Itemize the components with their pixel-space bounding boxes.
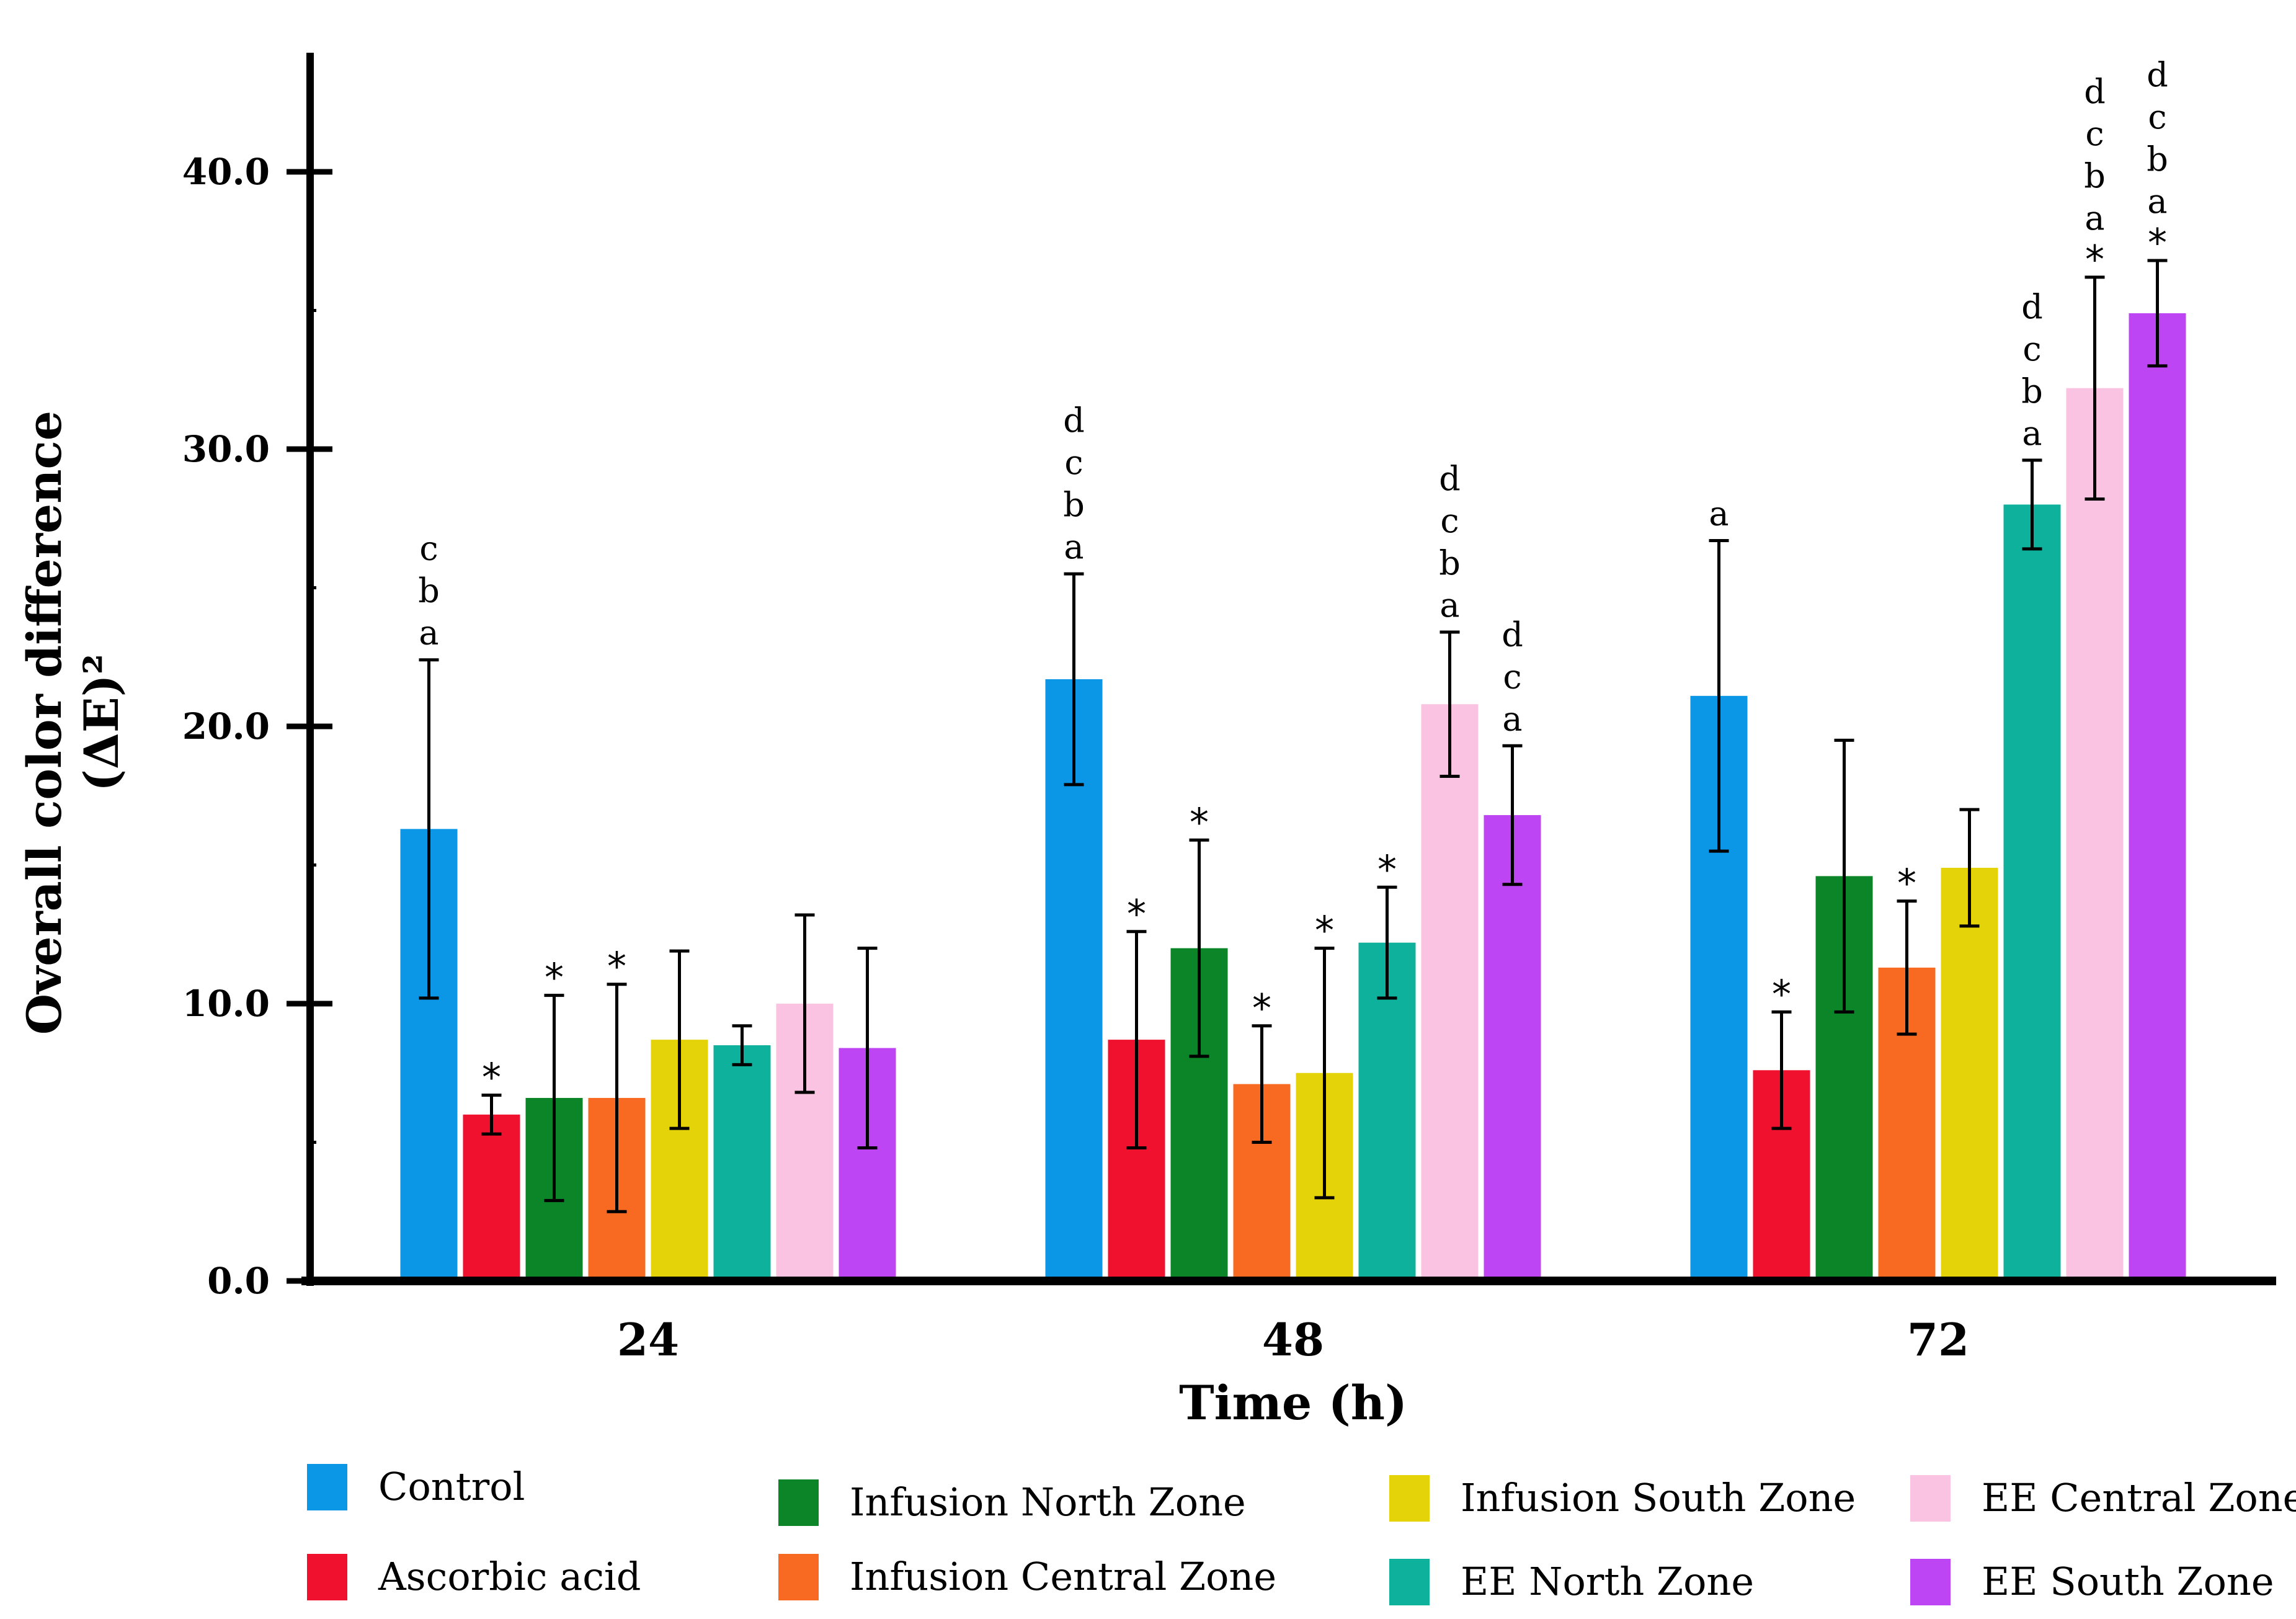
significance-letter: a <box>2085 198 2104 238</box>
significance-letter: a <box>1439 586 1459 625</box>
significance-letter: b <box>2147 140 2168 179</box>
legend-swatch-infusion-south-zone <box>1389 1475 1430 1522</box>
bar-infusion-south-zone-72 <box>1941 867 1998 1281</box>
y-axis-title-line1: Overall color difference <box>17 411 72 1035</box>
significance-letter: b <box>2021 372 2043 411</box>
significance-letter: a <box>1064 527 1083 566</box>
legend-label: EE South Zone <box>1982 1559 2274 1604</box>
x-tick-label: 48 <box>1262 1313 1324 1366</box>
y-tick-label: 40.0 <box>182 151 270 193</box>
bar-ee-central-zone-72 <box>2066 388 2124 1282</box>
legend-label: Infusion North Zone <box>850 1479 1246 1525</box>
y-axis-title-line2: (ΔE)² <box>74 654 129 792</box>
significance-letter: c <box>1503 657 1521 696</box>
significance-letter: c <box>2085 114 2104 153</box>
significance-letter: d <box>1502 615 1523 654</box>
significance-letter: a <box>1709 494 1729 533</box>
bar-ee-south-zone-48 <box>1484 815 1541 1281</box>
significance-letter: d <box>2084 72 2106 111</box>
significance-star: * <box>1190 800 1209 845</box>
significance-star: * <box>1897 861 1916 906</box>
significance-letter: a <box>419 613 438 653</box>
significance-star: * <box>545 955 564 1001</box>
significance-letter: b <box>1439 543 1461 582</box>
bar-ee-north-zone-24 <box>713 1045 771 1281</box>
y-axis-title: Overall color difference (ΔE)² <box>17 411 129 1035</box>
bar-ee-north-zone-72 <box>2003 504 2061 1281</box>
significance-letter: d <box>2147 55 2168 94</box>
legend-swatch-ee-south-zone <box>1910 1559 1951 1605</box>
significance-letter: c <box>2148 97 2166 136</box>
legend-swatch-infusion-north-zone <box>778 1479 819 1526</box>
significance-star: * <box>482 1055 501 1100</box>
significance-letter: a <box>2022 414 2042 453</box>
legend-swatch-ascorbic-acid <box>307 1554 347 1600</box>
significance-letter: b <box>2084 156 2106 195</box>
significance-letter: d <box>1063 401 1085 440</box>
significance-letter: b <box>1063 485 1085 524</box>
significance-letter: d <box>2021 287 2043 326</box>
significance-star: * <box>607 944 626 989</box>
significance-letter: c <box>1064 443 1083 482</box>
y-tick-label: 10.0 <box>182 983 270 1025</box>
bar-ee-central-zone-48 <box>1421 704 1479 1281</box>
significance-letter: c <box>1440 501 1459 540</box>
legend-swatch-ee-north-zone <box>1389 1559 1430 1605</box>
x-tick-label: 72 <box>1907 1313 1969 1366</box>
significance-star: * <box>1315 908 1334 953</box>
legend-swatch-ee-central-zone <box>1910 1475 1951 1522</box>
bar-ee-south-zone-72 <box>2129 313 2186 1282</box>
significance-star: * <box>2148 220 2167 265</box>
significance-letter: a <box>1502 699 1522 738</box>
legend-label: Infusion Central Zone <box>850 1554 1276 1599</box>
significance-star: * <box>1772 971 1791 1017</box>
significance-star: * <box>1127 891 1146 937</box>
bar-ascorbic-acid-24 <box>463 1114 520 1281</box>
significance-star: * <box>1377 847 1397 892</box>
x-axis-title: Time (h) <box>1179 1375 1407 1430</box>
significance-star: * <box>1252 986 1271 1031</box>
y-tick-label: 0.0 <box>207 1260 270 1302</box>
y-tick-label: 20.0 <box>182 705 270 747</box>
significance-letter: b <box>418 571 440 610</box>
significance-letter: c <box>419 529 438 568</box>
legend-swatch-control <box>307 1464 347 1510</box>
legend-label: Ascorbic acid <box>378 1554 641 1599</box>
legend-swatch-infusion-central-zone <box>778 1554 819 1600</box>
legend-label: Infusion South Zone <box>1461 1475 1856 1520</box>
legend: Control Ascorbic acid Infusion North Zone I… <box>307 1464 2296 1605</box>
significance-letter: d <box>1439 459 1461 498</box>
legend-label: EE Central Zone <box>1982 1475 2296 1520</box>
significance-letter: a <box>2147 182 2167 221</box>
significance-letter: c <box>2022 329 2041 368</box>
significance-star: * <box>2085 237 2104 282</box>
legend-label: Control <box>378 1464 525 1509</box>
legend-label: EE North Zone <box>1461 1559 1754 1604</box>
x-tick-label: 24 <box>617 1313 679 1366</box>
y-tick-label: 30.0 <box>182 428 270 470</box>
